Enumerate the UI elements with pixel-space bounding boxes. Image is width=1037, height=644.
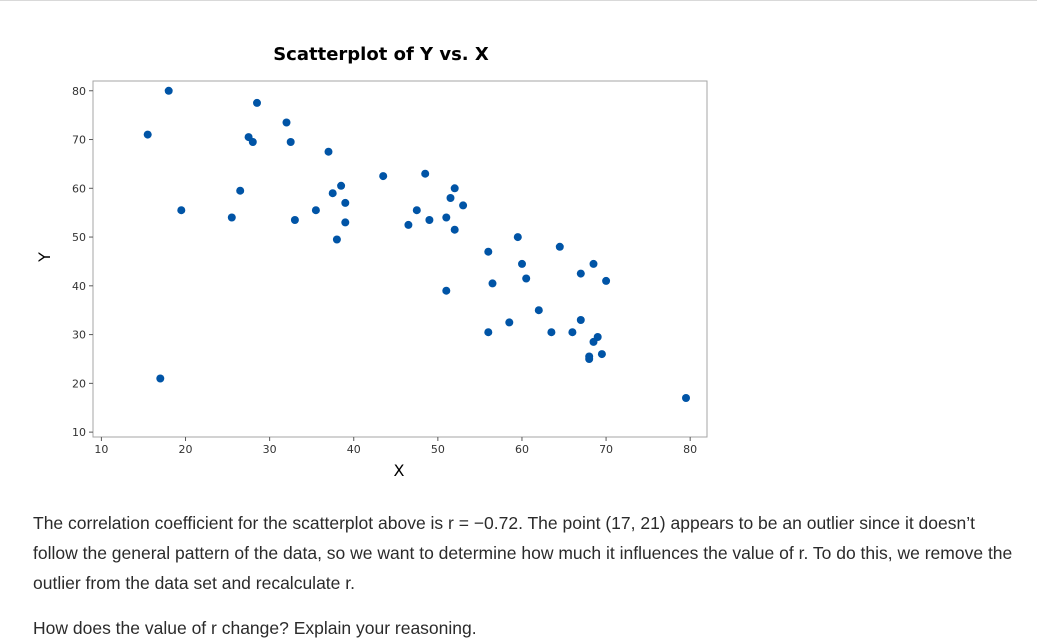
y-tick-label: 60 [72,182,86,195]
chart-svg: Scatterplot of Y vs. X 10 20 30 40 50 60 70 80 … [35,44,708,480]
x-axis-ticks: 10 20 30 40 50 60 70 80 [94,437,697,456]
y-tick-label: 50 [72,231,86,244]
data-point [450,184,459,193]
question-prompt: How does the value of r change? Explain … [33,618,477,638]
x-tick-label: 10 [94,443,108,456]
y-tick-label: 30 [72,329,86,342]
y-tick-label: 70 [72,134,86,147]
data-point [484,328,493,337]
data-point [143,130,152,139]
y-tick-label: 80 [72,85,86,98]
x-tick-label: 20 [179,443,193,456]
data-point [450,225,459,234]
data-point [513,233,522,242]
x-tick-label: 70 [599,443,613,456]
data-point [488,279,497,288]
data-point [568,328,577,337]
data-point [282,118,291,127]
chart-title: Scatterplot of Y vs. X [273,44,489,65]
x-tick-label: 40 [347,443,361,456]
data-point [534,306,543,315]
x-axis-label: X [394,461,405,480]
data-point [421,169,430,178]
data-point [236,186,245,195]
data-point [332,235,341,244]
x-tick-label: 50 [431,443,445,456]
question-paragraph: The correlation coefficient for the scat… [33,513,1013,593]
y-tick-label: 20 [72,377,86,390]
data-point [290,216,299,224]
data-point [555,242,564,251]
data-point [248,138,257,146]
data-point [442,286,451,295]
data-point [459,201,468,210]
x-tick-label: 80 [683,443,697,456]
data-point [425,216,434,224]
data-point [341,198,350,207]
x-tick-label: 60 [515,443,529,456]
data-point [589,259,598,268]
data-point [341,218,350,227]
data-point [518,259,526,268]
data-point [522,274,531,283]
data-point [505,318,514,327]
data-point [597,350,606,359]
data-point [177,206,186,215]
data-point [227,213,236,222]
data-point [156,374,165,383]
top-divider [0,0,1037,1]
data-point [593,333,602,341]
scatterplot-chart: Scatterplot of Y vs. X 10 20 30 40 50 60 70 80 … [35,44,708,480]
data-point [311,206,320,215]
data-point [286,138,295,146]
data-point [324,147,333,156]
data-point [446,194,455,202]
y-axis-ticks: 10 20 30 40 50 60 70 80 [72,85,93,439]
data-point [253,98,261,107]
data-point [576,316,585,324]
data-point [379,172,388,181]
y-tick-label: 10 [72,426,86,439]
data-point [576,269,585,278]
data-point [412,206,421,215]
data-point [328,189,337,198]
data-point [585,355,594,363]
y-tick-label: 40 [72,280,86,293]
data-point [602,276,611,285]
x-tick-label: 30 [263,443,277,456]
data-point [484,247,493,256]
data-point [164,86,173,95]
data-point [682,394,690,402]
data-point [547,328,556,337]
data-point [404,220,413,229]
data-point [337,181,346,190]
data-points [143,86,690,402]
data-point [442,213,451,222]
plot-area-frame [92,80,708,438]
y-axis-label: Y [35,252,54,263]
